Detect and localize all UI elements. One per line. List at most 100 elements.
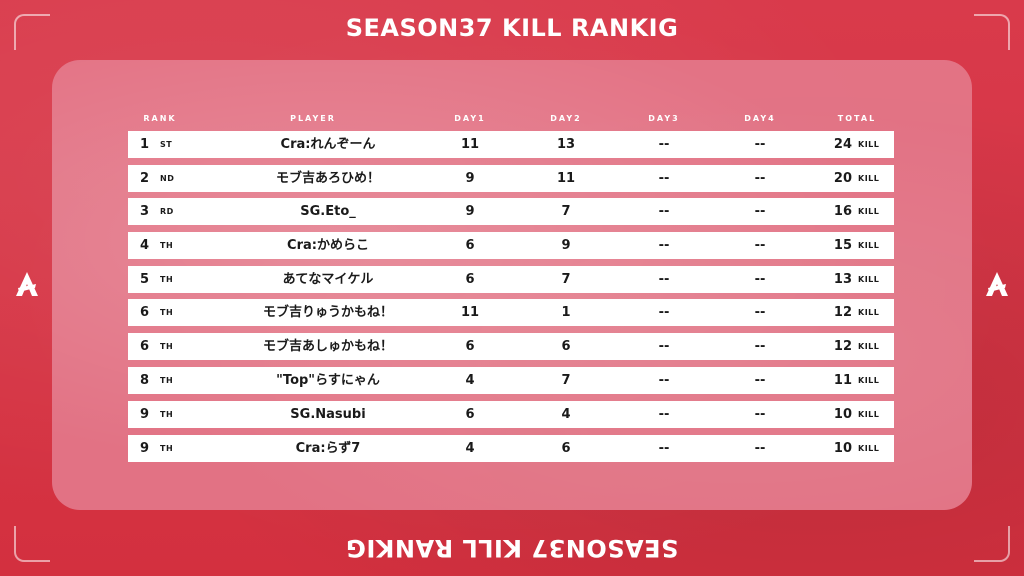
day4-kills: -- (754, 171, 766, 186)
day1-kills: 6 (465, 339, 475, 354)
rank-number: 6 (140, 339, 150, 354)
day2-kills: 7 (561, 272, 571, 287)
player-name: あてなマイケル (282, 272, 374, 287)
day4-kills: -- (754, 305, 766, 320)
player-name: SG.Eto_ (300, 204, 356, 219)
header-day1: DAY1 (454, 114, 486, 123)
kill-label: KILL (858, 140, 880, 149)
day3-kills: -- (658, 272, 670, 287)
day1-kills: 9 (465, 171, 475, 186)
table-row: 9 TH SG.Nasubi 6 4 -- -- 10 KILL (128, 401, 894, 428)
header-day2: DAY2 (550, 114, 582, 123)
header-day3: DAY3 (648, 114, 680, 123)
day2-kills: 9 (561, 238, 571, 253)
rank-suffix: TH (160, 376, 174, 385)
day2-kills: 13 (556, 137, 576, 152)
rank-suffix: TH (160, 308, 174, 317)
player-name: モブ吉あしゅかもね！ (262, 339, 393, 354)
day4-kills: -- (754, 441, 766, 456)
day4-kills: -- (754, 373, 766, 388)
total-kills: 20 (833, 171, 852, 186)
total-kills: 10 (833, 441, 852, 456)
rank-number: 8 (140, 373, 150, 388)
table-row: 6 TH モブ吉あしゅかもね！ 6 6 -- -- 12 KILL (128, 333, 894, 360)
day4-kills: -- (754, 204, 766, 219)
header-rank: RANK (143, 114, 177, 123)
player-name: モブ吉りゅうかもね！ (262, 305, 393, 320)
day2-kills: 4 (561, 407, 571, 422)
day2-kills: 6 (561, 339, 571, 354)
table-row: 4 TH Cra:かめらこ 6 9 -- -- 15 KILL (128, 232, 894, 259)
rank-suffix: RD (160, 207, 174, 216)
player-name: SG.Nasubi (290, 407, 366, 422)
day1-kills: 6 (465, 272, 475, 287)
day1-kills: 4 (465, 373, 475, 388)
day4-kills: -- (754, 272, 766, 287)
day3-kills: -- (658, 339, 670, 354)
player-name: モブ吉あろひめ！ (275, 171, 380, 186)
rank-suffix: TH (160, 241, 174, 250)
header-total: TOTAL (837, 114, 877, 123)
player-name: Cra:れんぞーん (280, 137, 376, 152)
day3-kills: -- (658, 171, 670, 186)
corner-frame-top-left (14, 14, 50, 50)
kill-label: KILL (858, 444, 880, 453)
rank-number: 9 (140, 407, 150, 422)
day2-kills: 1 (561, 305, 571, 320)
rank-suffix: ST (160, 140, 173, 149)
total-kills: 24 (833, 137, 852, 152)
page-title: SEASON37 KILL RANKIG (345, 14, 679, 42)
kill-label: KILL (858, 174, 880, 183)
day1-kills: 4 (465, 441, 475, 456)
kill-label: KILL (858, 376, 880, 385)
rank-number: 4 (140, 238, 150, 253)
day2-kills: 6 (561, 441, 571, 456)
total-kills: 15 (833, 238, 852, 253)
day3-kills: -- (658, 441, 670, 456)
day2-kills: 7 (561, 373, 571, 388)
total-kills: 10 (833, 407, 852, 422)
total-kills: 12 (833, 305, 852, 320)
total-kills: 12 (833, 339, 852, 354)
rank-number: 1 (140, 137, 150, 152)
day3-kills: -- (658, 204, 670, 219)
team-logo-icon (16, 272, 38, 296)
player-name: Cra:かめらこ (287, 238, 369, 253)
rank-number: 9 (140, 441, 150, 456)
table-row: 8 TH "Top"らすにゃん 4 7 -- -- 11 KILL (128, 367, 894, 394)
corner-frame-bottom-right (974, 526, 1010, 562)
day4-kills: -- (754, 238, 766, 253)
day3-kills: -- (658, 238, 670, 253)
day1-kills: 9 (465, 204, 475, 219)
rank-suffix: TH (160, 444, 174, 453)
day1-kills: 6 (465, 238, 475, 253)
day1-kills: 6 (465, 407, 475, 422)
rank-suffix: ND (160, 174, 175, 183)
rank-suffix: TH (160, 410, 174, 419)
kill-label: KILL (858, 275, 880, 284)
page-title-mirrored: SEASON37 KILL RANKIG (345, 534, 679, 562)
kill-label: KILL (858, 241, 880, 250)
team-logo-icon (986, 272, 1008, 296)
day2-kills: 11 (556, 171, 576, 186)
day3-kills: -- (658, 137, 670, 152)
rank-suffix: TH (160, 275, 174, 284)
corner-frame-bottom-left (14, 526, 50, 562)
player-name: Cra:らず7 (295, 441, 361, 456)
day4-kills: -- (754, 137, 766, 152)
player-name: "Top"らすにゃん (276, 373, 380, 388)
total-kills: 13 (833, 272, 852, 287)
table-row: 3 RD SG.Eto_ 9 7 -- -- 16 KILL (128, 198, 894, 225)
day2-kills: 7 (561, 204, 571, 219)
day4-kills: -- (754, 407, 766, 422)
day1-kills: 11 (460, 137, 480, 152)
table-row: 1 ST Cra:れんぞーん 11 13 -- -- 24 KILL (128, 131, 894, 158)
kill-label: KILL (858, 410, 880, 419)
rank-number: 6 (140, 305, 150, 320)
kill-label: KILL (858, 342, 880, 351)
rank-number: 2 (140, 171, 150, 186)
day1-kills: 11 (460, 305, 480, 320)
rank-suffix: TH (160, 342, 174, 351)
table-row: 5 TH あてなマイケル 6 7 -- -- 13 KILL (128, 266, 894, 293)
rank-number: 3 (140, 204, 150, 219)
